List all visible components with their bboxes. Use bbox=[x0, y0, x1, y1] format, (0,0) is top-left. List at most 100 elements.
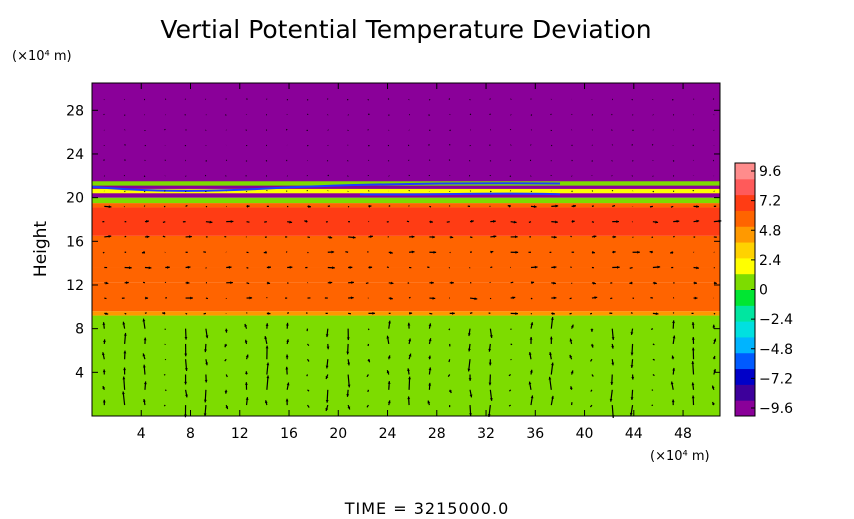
wind-vector-head bbox=[451, 281, 454, 285]
wind-vector-head bbox=[551, 362, 554, 366]
wind-vector-head bbox=[552, 312, 555, 315]
wind-vector bbox=[489, 297, 492, 300]
wind-vector-head bbox=[711, 385, 715, 389]
wind-vector bbox=[124, 144, 126, 146]
wind-vector-head bbox=[428, 323, 432, 327]
colorbar-segment bbox=[735, 210, 755, 227]
wind-vector-head bbox=[713, 338, 717, 342]
x-tick-label: 48 bbox=[674, 426, 692, 442]
wind-vector-head bbox=[573, 204, 576, 208]
wind-vector-head bbox=[266, 375, 270, 379]
wind-vector-head bbox=[609, 398, 613, 402]
wind-vector-head bbox=[549, 352, 552, 355]
wind-vector bbox=[530, 114, 533, 116]
wind-vector bbox=[508, 389, 512, 392]
colorbar-tick-label: −7.2 bbox=[759, 371, 793, 387]
wind-vector-head bbox=[631, 376, 635, 380]
wind-vector-head bbox=[630, 352, 634, 356]
wind-vector-head bbox=[550, 317, 554, 320]
wind-vector-head bbox=[105, 281, 109, 285]
wind-vector-head bbox=[145, 296, 149, 300]
wind-vector-head bbox=[569, 386, 573, 390]
wind-vector-head bbox=[555, 220, 558, 224]
wind-vector-head bbox=[533, 205, 537, 209]
wind-vector-head bbox=[329, 235, 333, 239]
wind-vector bbox=[629, 266, 633, 269]
wind-vector-head bbox=[512, 296, 516, 300]
wind-vector-head bbox=[184, 381, 188, 385]
y-tick-label: 20 bbox=[66, 191, 84, 207]
x-tick-label: 16 bbox=[280, 426, 298, 442]
wind-vector-head bbox=[142, 399, 146, 402]
wind-vector-head bbox=[493, 235, 497, 238]
wind-vector-head bbox=[409, 311, 413, 315]
wind-vector-head bbox=[611, 345, 615, 349]
x-axis: 4 8 12 16 20 24 28 32 36 40 44 48 bbox=[137, 83, 692, 442]
wind-vector-head bbox=[433, 250, 437, 254]
wind-vector-head bbox=[346, 394, 350, 397]
wind-vector-head bbox=[549, 336, 553, 340]
wind-vector-head bbox=[189, 235, 192, 239]
wind-vector-head bbox=[102, 322, 106, 326]
wind-vector-head bbox=[266, 362, 270, 366]
wind-vector-head bbox=[389, 251, 393, 254]
wind-vector-head bbox=[468, 378, 472, 381]
wind-vector bbox=[387, 144, 390, 147]
wind-vector-head bbox=[101, 352, 105, 356]
wind-vector bbox=[508, 374, 512, 377]
wind-vector-head bbox=[388, 320, 391, 324]
wind-vector bbox=[631, 144, 633, 146]
wind-vector-head bbox=[204, 349, 207, 353]
wind-vector-head bbox=[108, 205, 112, 209]
wind-vector bbox=[651, 144, 654, 146]
y-tick-label: 8 bbox=[75, 322, 84, 338]
wind-vector bbox=[591, 160, 593, 162]
wind-vector-head bbox=[386, 335, 390, 339]
wind-vector-head bbox=[530, 395, 534, 399]
wind-vector-head bbox=[470, 220, 474, 223]
wind-vector-head bbox=[122, 376, 126, 380]
colorbar-segment bbox=[735, 336, 755, 354]
wind-vector bbox=[367, 251, 369, 253]
wind-vector-head bbox=[332, 266, 335, 270]
wind-vector bbox=[632, 129, 634, 132]
wind-vector-head bbox=[244, 339, 248, 343]
wind-vector-head bbox=[267, 311, 271, 315]
heatmap-layer-6 bbox=[92, 203, 720, 208]
x-axis-unit: (×10⁴ m) bbox=[650, 449, 710, 464]
wind-vector-head bbox=[102, 399, 106, 403]
wind-vector-head bbox=[304, 220, 308, 223]
time-label: TIME = 3215000.0 bbox=[344, 499, 510, 518]
wind-vector-head bbox=[653, 281, 657, 285]
wind-vector-head bbox=[428, 382, 432, 386]
wind-vector-head bbox=[489, 398, 493, 401]
wind-vector-head bbox=[712, 402, 715, 406]
wind-vector-head bbox=[184, 368, 188, 371]
wind-vector-head bbox=[387, 355, 391, 359]
y-axis-unit: (×10⁴ m) bbox=[12, 49, 72, 64]
wind-vector bbox=[490, 266, 493, 269]
wind-vector bbox=[163, 404, 166, 407]
wind-vector-head bbox=[146, 220, 149, 223]
wind-vector-head bbox=[528, 381, 532, 385]
wind-vector bbox=[103, 159, 105, 161]
wind-vector bbox=[671, 98, 674, 101]
wind-vector-head bbox=[224, 344, 228, 348]
wind-vector-head bbox=[268, 265, 271, 269]
wind-vector-head bbox=[267, 281, 271, 285]
wind-vector-head bbox=[672, 335, 676, 339]
y-tick-label: 16 bbox=[66, 234, 84, 250]
wind-vector bbox=[428, 114, 430, 116]
wind-vector-head bbox=[325, 334, 329, 338]
wind-vector bbox=[366, 404, 369, 408]
wind-vector-head bbox=[205, 335, 209, 339]
colorbar-tick-label: 0 bbox=[759, 283, 768, 299]
wind-vector-head bbox=[569, 338, 573, 342]
wind-vector bbox=[489, 190, 492, 193]
wind-vector-head bbox=[691, 395, 695, 399]
wind-vector-head bbox=[204, 379, 208, 383]
wind-vector-head bbox=[411, 250, 415, 254]
wind-vector-head bbox=[408, 376, 411, 380]
wind-vector-head bbox=[285, 354, 289, 358]
wind-vector bbox=[246, 98, 248, 100]
